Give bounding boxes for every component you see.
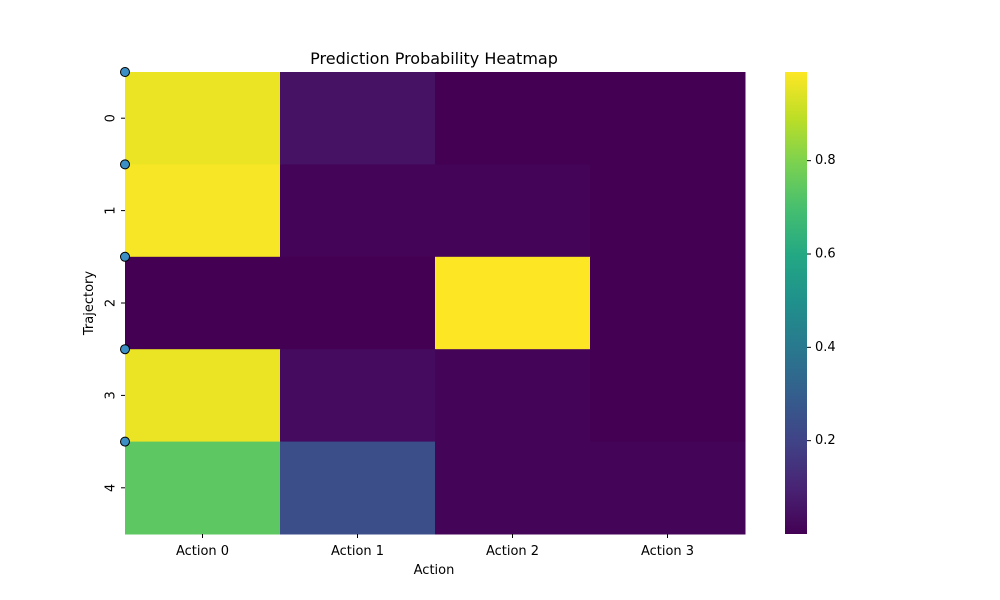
heatmap-cell-2-2 [435, 256, 591, 350]
colorbar-tick-label: 0.6 [815, 247, 836, 262]
row-marker [120, 159, 130, 170]
heatmap-cell-4-1 [280, 441, 436, 535]
heatmap-cell-3-2 [435, 349, 591, 443]
row-marker [120, 251, 130, 262]
heatmap-cell-2-1 [280, 256, 436, 350]
colorbar-tick-label: 0.2 [815, 433, 836, 448]
x-axis-ticks: Action 0 Action 1 Action 2 Action 3 [176, 534, 694, 559]
colorbar: 0.2 0.4 0.6 0.8 [785, 72, 836, 534]
heatmap-cell-4-2 [435, 441, 591, 535]
y-tick-label: 3 [104, 391, 119, 399]
heatmap-cell-3-1 [280, 349, 436, 443]
x-tick-label: Action 3 [641, 544, 694, 559]
heatmap-cell-3-0 [125, 349, 281, 443]
heatmap-cell-2-0 [125, 256, 281, 350]
x-tick-label: Action 0 [176, 544, 229, 559]
heatmap-cell-2-3 [590, 256, 746, 350]
x-tick-label: Action 1 [331, 544, 384, 559]
heatmap-cell-3-3 [590, 349, 746, 443]
y-tick-label: 2 [104, 299, 119, 307]
heatmap-cell-1-0 [125, 164, 281, 258]
heatmap-cell-4-3 [590, 441, 746, 535]
heatmap-cell-4-0 [125, 441, 281, 535]
heatmap-cells [125, 72, 746, 535]
x-tick-label: Action 2 [486, 544, 539, 559]
chart-title: Prediction Probability Heatmap [310, 49, 558, 68]
heatmap-cell-1-2 [435, 164, 591, 258]
colorbar-tick-label: 0.8 [815, 153, 836, 168]
row-markers [120, 67, 130, 447]
heatmap-cell-0-2 [435, 72, 591, 165]
row-marker [120, 67, 130, 77]
row-marker [120, 436, 130, 447]
heatmap-cell-1-3 [590, 164, 746, 258]
heatmap-cell-1-1 [280, 164, 436, 258]
heatmap-cell-0-1 [280, 72, 436, 165]
y-axis-label: Trajectory [82, 271, 97, 336]
colorbar-gradient [785, 72, 807, 534]
heatmap-cell-0-0 [125, 72, 281, 165]
y-tick-label: 4 [104, 484, 119, 492]
y-tick-label: 1 [104, 206, 119, 214]
y-axis-ticks: 0 1 2 3 4 [104, 114, 125, 492]
row-marker [120, 344, 130, 355]
y-tick-label: 0 [104, 114, 119, 122]
heatmap-cell-0-3 [590, 72, 746, 165]
colorbar-tick-label: 0.4 [815, 340, 836, 355]
x-axis-label: Action [414, 563, 455, 578]
